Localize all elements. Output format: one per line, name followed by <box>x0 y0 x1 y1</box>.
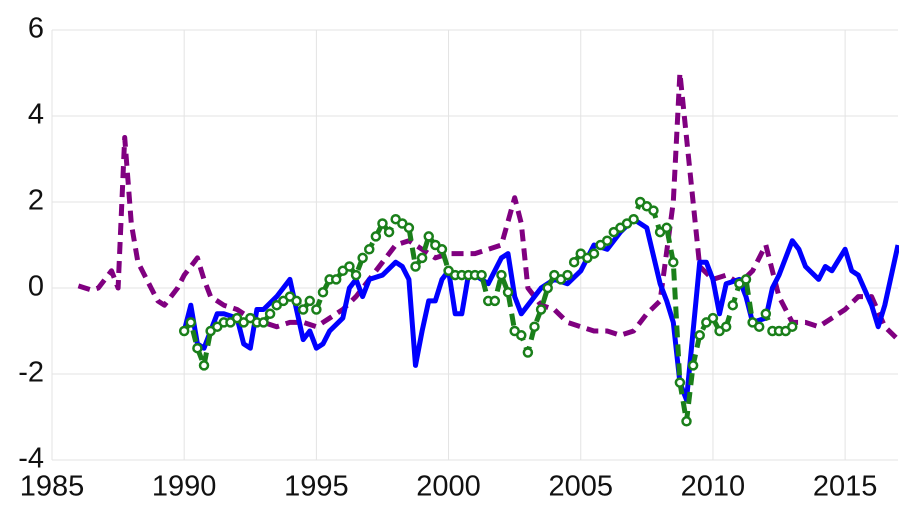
x-tick-label: 1995 <box>284 471 349 503</box>
data-point <box>760 308 772 320</box>
y-tick-label: 0 <box>28 271 44 303</box>
data-point <box>198 360 210 371</box>
data-point <box>707 312 719 324</box>
y-tick-label: -2 <box>18 357 44 389</box>
data-point <box>661 222 672 234</box>
data-point <box>416 252 428 264</box>
x-tick-label: 1990 <box>152 471 217 503</box>
data-point <box>542 282 553 294</box>
x-tick-label: 2010 <box>681 471 746 503</box>
data-point <box>674 377 686 388</box>
data-point <box>502 287 514 298</box>
data-point <box>403 222 415 234</box>
series-line <box>182 199 794 424</box>
data-point <box>668 256 679 268</box>
data-point <box>297 304 309 315</box>
y-tick-label: -4 <box>18 443 44 475</box>
x-tick-label: 1985 <box>20 471 85 503</box>
x-tick-label: 2000 <box>416 471 481 503</box>
data-point <box>178 325 190 337</box>
data-point <box>192 342 203 354</box>
data-point <box>535 304 547 315</box>
y-tick-label: 2 <box>28 185 44 217</box>
data-point <box>410 261 421 272</box>
data-point <box>383 226 395 238</box>
data-point <box>787 321 798 332</box>
y-tick-label: 4 <box>28 99 44 131</box>
data-point <box>687 360 699 371</box>
data-point <box>740 274 752 285</box>
data-point <box>516 330 527 341</box>
data-point <box>317 287 329 298</box>
data-point <box>694 330 705 341</box>
data-point <box>350 269 362 281</box>
data-point <box>291 295 302 307</box>
data-point <box>753 321 765 332</box>
data-point <box>264 308 276 320</box>
data-point <box>496 269 507 281</box>
data-point <box>311 304 322 315</box>
data-point <box>304 295 316 307</box>
data-point <box>681 416 692 427</box>
data-point <box>601 235 613 246</box>
data-point <box>489 295 501 307</box>
data-point <box>568 256 580 268</box>
data-point <box>357 252 368 264</box>
data-point <box>529 321 540 332</box>
data-point <box>370 231 382 242</box>
data-point <box>727 299 739 311</box>
data-point <box>648 205 659 216</box>
data-point <box>423 231 434 242</box>
data-point <box>628 213 639 225</box>
data-point <box>344 261 355 272</box>
data-point <box>364 244 375 255</box>
data-point <box>588 248 600 259</box>
x-tick-label: 2005 <box>548 471 613 503</box>
y-tick-label: 6 <box>28 13 44 45</box>
data-point <box>377 218 388 229</box>
data-point <box>185 317 197 328</box>
data-point <box>330 274 342 285</box>
data-point <box>258 317 269 328</box>
data-point <box>720 321 732 332</box>
data-point <box>476 269 487 281</box>
x-tick-label: 2015 <box>813 471 878 503</box>
data-point <box>562 269 573 281</box>
data-point <box>436 244 448 255</box>
data-point <box>522 347 534 358</box>
